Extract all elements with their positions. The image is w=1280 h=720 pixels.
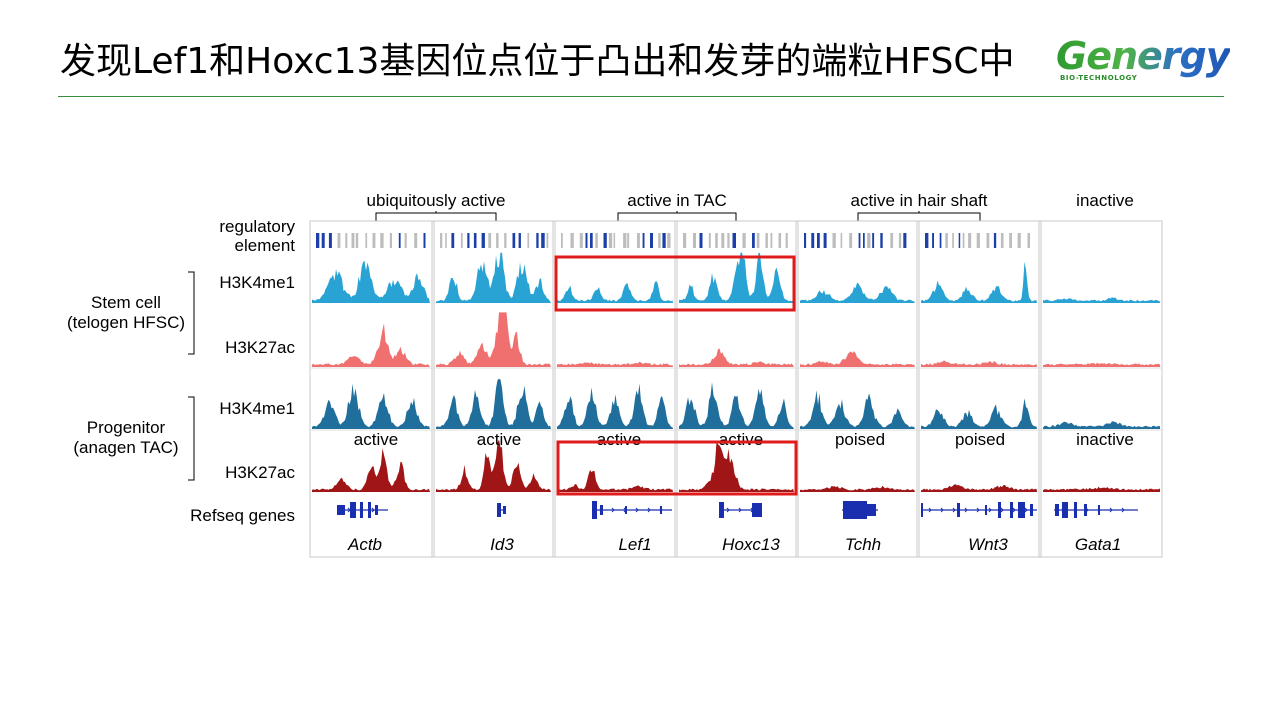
bracket-ubiquitous: [375, 211, 497, 221]
prog-h3k4me1-track: [312, 378, 1160, 429]
stem-h3k4me1-track-id3: [436, 252, 551, 303]
gene-name-hoxc13: Hoxc13: [722, 535, 780, 554]
progenitor-bracket: [188, 396, 195, 481]
state-label-hoxc13: active: [719, 430, 763, 449]
state-label-id3: active: [477, 430, 521, 449]
label-stem-cell-2: (telogen HFSC): [67, 313, 185, 332]
stem-h3k27ac-track-id3: [436, 312, 551, 367]
regulatory-elements-actb: [316, 233, 426, 248]
gene-name-id3: Id3: [490, 535, 514, 554]
stem-h3k27ac-track-gata1: [1043, 362, 1160, 367]
label-regulatory-1: regulatory: [219, 217, 295, 236]
gene-name-wnt3: Wnt3: [968, 535, 1008, 554]
label-stem-cell-1: Stem cell: [91, 293, 161, 312]
gene-model-lef1: [592, 501, 672, 519]
gene-model-id3: [497, 503, 506, 517]
prog-h3k27ac-track-actb: [312, 448, 430, 492]
prog-h3k4me1-track-gata1: [1043, 421, 1160, 429]
label-regulatory-2: element: [235, 236, 296, 255]
category-label-hair-shaft: active in hair shaft: [850, 191, 987, 210]
highlight-box-stem-h3k4me1: [554, 255, 796, 312]
regulatory-elements-lef1: [561, 233, 671, 248]
bracket-tac: [617, 211, 737, 221]
stem-h3k27ac-track-hoxc13: [679, 348, 794, 367]
stem-h3k27ac-track-lef1: [557, 361, 673, 367]
stem-cell-bracket: [188, 271, 195, 355]
regulatory-elements-hoxc13: [683, 233, 788, 248]
gene-names: Actb Id3 Lef1 Hoxc13 Tchh Wnt3 Gata1: [347, 535, 1121, 554]
gene-model-gata1: [1054, 502, 1138, 518]
prog-h3k27ac-track-id3: [436, 439, 551, 492]
title-divider: [58, 96, 1224, 97]
stem-h3k27ac-track: [312, 312, 1160, 367]
state-label-gata1: inactive: [1076, 430, 1134, 449]
gene-model-wnt3: [921, 502, 1037, 518]
stem-h3k27ac-track-actb: [312, 323, 430, 367]
category-label-inactive: inactive: [1076, 191, 1134, 210]
label-stem-h3k27ac: H3K27ac: [225, 338, 295, 357]
regulatory-elements-id3: [440, 233, 549, 248]
figure-frame: [309, 220, 1163, 558]
gene-name-gata1: Gata1: [1075, 535, 1121, 554]
state-label-actb: active: [354, 430, 398, 449]
prog-h3k4me1-track-hoxc13: [679, 382, 794, 429]
logo-wordmark: Genergy: [1056, 34, 1230, 78]
signal-tracks: [312, 233, 1160, 492]
label-progenitor-1: Progenitor: [87, 418, 166, 437]
state-label-lef1: active: [597, 430, 641, 449]
logo-subtitle: BIO-TECHNOLOGY: [1060, 74, 1138, 82]
genergy-logo: Genergy BIO-TECHNOLOGY: [1056, 34, 1230, 86]
stem-h3k4me1-track-wnt3: [921, 261, 1037, 303]
row-dividers: [310, 367, 1162, 431]
slide-title: 发现Lef1和Hoxc13基因位点位于凸出和发芽的端粒HFSC中: [60, 41, 1015, 82]
category-label-tac: active in TAC: [627, 191, 727, 210]
bracket-hair-shaft: [857, 211, 981, 221]
prog-h3k4me1-track-actb: [312, 383, 430, 429]
prog-h3k4me1-track-lef1: [557, 383, 673, 429]
prog-h3k4me1-track-id3: [436, 378, 551, 429]
regulatory-element-track: [316, 233, 1030, 248]
label-prog-h3k4me1: H3K4me1: [219, 399, 295, 418]
prog-h3k4me1-track-wnt3: [921, 398, 1037, 429]
label-stem-h3k4me1: H3K4me1: [219, 273, 295, 292]
category-brackets: [375, 211, 981, 221]
prog-h3k27ac-track-hoxc13: [679, 441, 794, 492]
prog-h3k4me1-track-tchh: [800, 390, 915, 429]
state-labels: active active active active poised poise…: [354, 430, 1134, 449]
state-label-tchh: poised: [835, 430, 885, 449]
regulatory-elements-wnt3: [925, 233, 1030, 248]
gene-model-tchh: [842, 501, 878, 519]
prog-h3k27ac-track-wnt3: [921, 484, 1037, 492]
label-refseq: Refseq genes: [190, 506, 295, 525]
stem-h3k27ac-track-tchh: [800, 351, 915, 367]
prog-h3k27ac-track-gata1: [1043, 486, 1160, 492]
prog-h3k27ac-track-tchh: [800, 485, 915, 492]
label-progenitor-2: (anagen TAC): [73, 438, 178, 457]
state-label-wnt3: poised: [955, 430, 1005, 449]
label-prog-h3k27ac: H3K27ac: [225, 463, 295, 482]
stem-h3k4me1-track-lef1: [557, 280, 673, 303]
refseq-gene-models: [337, 501, 1138, 519]
gene-name-lef1: Lef1: [618, 535, 651, 554]
gene-model-hoxc13: [719, 502, 762, 518]
highlight-box-prog-h3k27ac: [556, 440, 798, 496]
stem-h3k4me1-track-gata1: [1043, 297, 1160, 303]
stem-h3k4me1-track-actb: [312, 260, 430, 303]
category-label-ubiquitous: ubiquitously active: [367, 191, 506, 210]
gene-name-actb: Actb: [347, 535, 382, 554]
stem-h3k27ac-track-wnt3: [921, 360, 1037, 367]
gene-name-tchh: Tchh: [845, 535, 881, 554]
gene-model-actb: [337, 502, 388, 518]
regulatory-elements-tchh: [804, 233, 907, 248]
stem-h3k4me1-track-tchh: [800, 282, 915, 303]
stem-h3k4me1-track: [312, 252, 1160, 303]
prog-h3k27ac-track: [312, 439, 1160, 492]
prog-h3k27ac-track-lef1: [557, 470, 673, 492]
stem-h3k4me1-track-hoxc13: [679, 252, 794, 303]
